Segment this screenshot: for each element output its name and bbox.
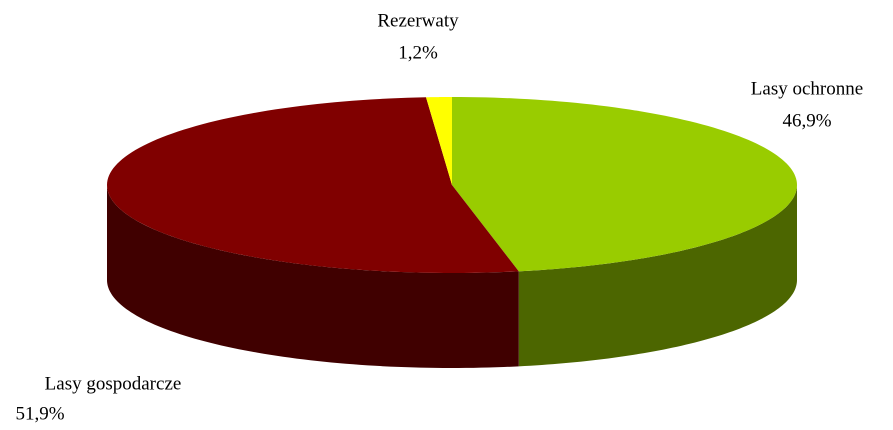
slice-side xyxy=(518,185,797,367)
slice xyxy=(107,97,519,273)
slice-label: Lasy ochronne xyxy=(751,78,863,99)
slice-value-label: 46,9% xyxy=(782,110,831,131)
slice-value-label: 1,2% xyxy=(398,42,438,63)
slice-label: Lasy gospodarcze xyxy=(45,373,182,394)
slice-value-label: 51,9% xyxy=(15,403,64,424)
slice-side xyxy=(107,185,519,368)
slice-label: Rezerwaty xyxy=(377,10,459,31)
slice xyxy=(452,97,797,272)
slice xyxy=(426,97,452,185)
